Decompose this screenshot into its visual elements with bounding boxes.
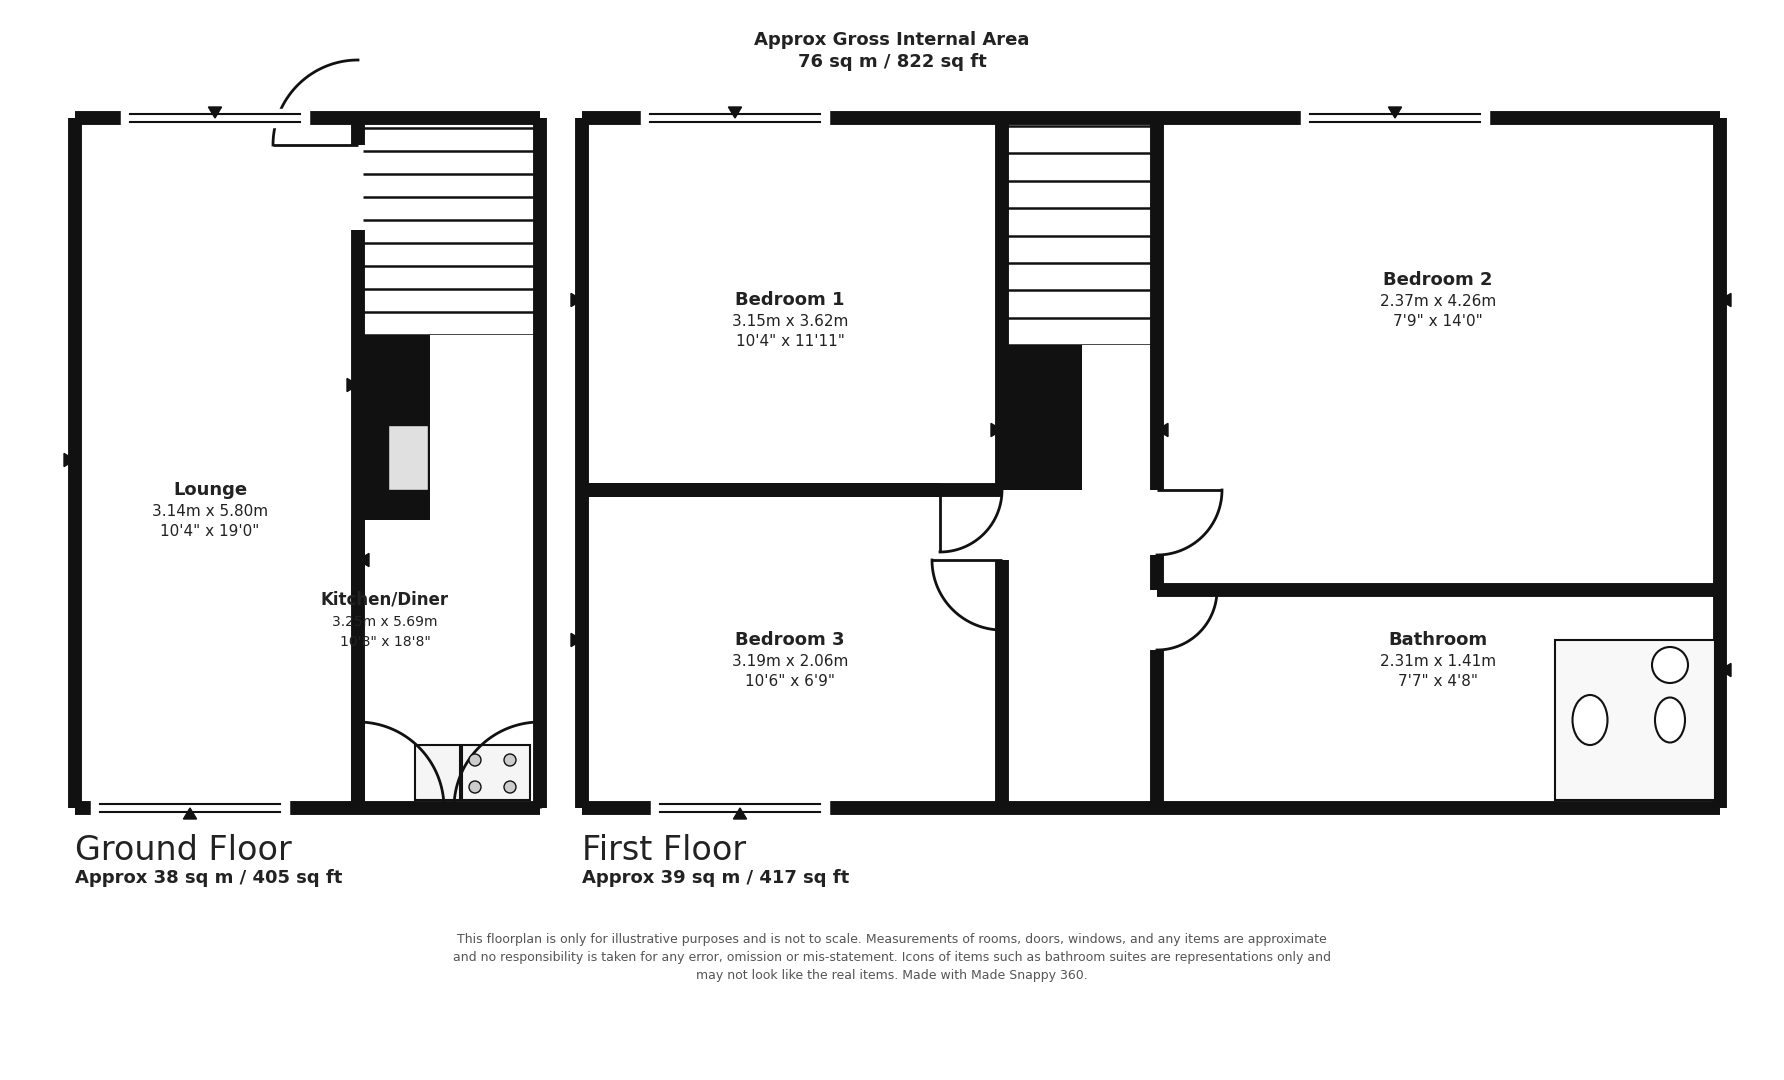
Text: Kitchen/Diner: Kitchen/Diner (321, 591, 450, 609)
Text: 3.15m x 3.62m: 3.15m x 3.62m (731, 314, 847, 329)
Text: 10'6" x 6'9": 10'6" x 6'9" (746, 675, 835, 689)
Text: Approx 39 sq m / 417 sq ft: Approx 39 sq m / 417 sq ft (582, 869, 849, 887)
Bar (582, 118, 1720, 808)
Text: First Floor: First Floor (582, 834, 746, 866)
Text: Ground Floor: Ground Floor (75, 834, 293, 866)
Text: Bedroom 2: Bedroom 2 (1383, 271, 1493, 289)
Polygon shape (1720, 663, 1730, 676)
Polygon shape (64, 454, 75, 467)
Text: Approx 38 sq m / 405 sq ft: Approx 38 sq m / 405 sq ft (75, 869, 343, 887)
Text: 2.31m x 1.41m: 2.31m x 1.41m (1381, 654, 1497, 670)
Bar (430, 335, 541, 519)
Polygon shape (209, 107, 221, 118)
Bar (387, 426, 428, 490)
Text: 2.37m x 4.26m: 2.37m x 4.26m (1379, 295, 1497, 310)
Text: 7'9" x 14'0": 7'9" x 14'0" (1393, 314, 1483, 329)
Circle shape (469, 781, 482, 793)
Ellipse shape (1572, 696, 1607, 745)
Polygon shape (1388, 107, 1402, 118)
Text: 10'4" x 19'0": 10'4" x 19'0" (161, 525, 260, 540)
Text: 10'4" x 11'11": 10'4" x 11'11" (735, 335, 844, 350)
Text: Bedroom 1: Bedroom 1 (735, 291, 846, 309)
Polygon shape (728, 107, 742, 118)
Circle shape (1652, 647, 1688, 683)
Circle shape (505, 754, 516, 766)
Text: Approx Gross Internal Area: Approx Gross Internal Area (755, 31, 1029, 49)
Text: Bedroom 3: Bedroom 3 (735, 631, 846, 649)
Text: 3.19m x 2.06m: 3.19m x 2.06m (731, 654, 847, 670)
Polygon shape (571, 633, 582, 647)
Ellipse shape (1656, 698, 1686, 743)
Bar (1083, 345, 1158, 490)
Bar (359, 335, 430, 519)
Polygon shape (1720, 294, 1730, 307)
Text: 10'8" x 18'8": 10'8" x 18'8" (339, 635, 430, 649)
Text: Lounge: Lounge (173, 481, 246, 499)
Polygon shape (359, 553, 369, 567)
Circle shape (469, 754, 482, 766)
Polygon shape (1158, 423, 1169, 436)
Polygon shape (571, 294, 582, 307)
Bar (1003, 345, 1083, 490)
Text: 3.14m x 5.80m: 3.14m x 5.80m (152, 504, 268, 519)
Text: 76 sq m / 822 sq ft: 76 sq m / 822 sq ft (797, 53, 987, 71)
Bar (75, 118, 541, 808)
Text: Bathroom: Bathroom (1388, 631, 1488, 649)
Text: This floorplan is only for illustrative purposes and is not to scale. Measuremen: This floorplan is only for illustrative … (457, 933, 1327, 946)
Bar (1556, 640, 1714, 800)
Text: and no responsibility is taken for any error, omission or mis-statement. Icons o: and no responsibility is taken for any e… (453, 951, 1331, 964)
Bar (416, 745, 460, 800)
Polygon shape (348, 378, 359, 392)
Text: 3.25m x 5.69m: 3.25m x 5.69m (332, 615, 437, 629)
Circle shape (505, 781, 516, 793)
Polygon shape (990, 423, 1003, 436)
Text: 7'7" x 4'8": 7'7" x 4'8" (1399, 675, 1477, 689)
Text: may not look like the real items. Made with Made Snappy 360.: may not look like the real items. Made w… (696, 970, 1088, 983)
Polygon shape (184, 808, 196, 819)
Polygon shape (733, 808, 746, 819)
Bar (462, 745, 530, 800)
